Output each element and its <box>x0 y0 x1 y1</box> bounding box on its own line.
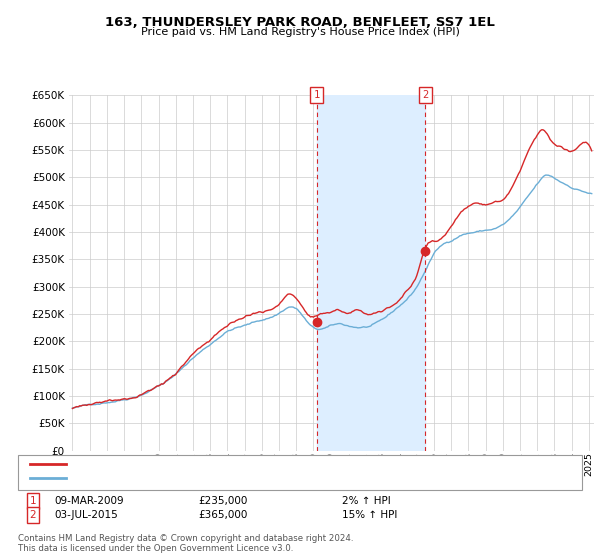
Text: 163, THUNDERSLEY PARK ROAD, BENFLEET, SS7 1EL: 163, THUNDERSLEY PARK ROAD, BENFLEET, SS… <box>105 16 495 29</box>
Text: 09-MAR-2009: 09-MAR-2009 <box>54 496 124 506</box>
Text: Contains HM Land Registry data © Crown copyright and database right 2024.: Contains HM Land Registry data © Crown c… <box>18 534 353 543</box>
Text: 1: 1 <box>29 496 37 506</box>
Text: 163, THUNDERSLEY PARK ROAD, BENFLEET, SS7 1EL (detached house): 163, THUNDERSLEY PARK ROAD, BENFLEET, SS… <box>72 459 425 469</box>
Text: 1: 1 <box>314 90 320 100</box>
Text: This data is licensed under the Open Government Licence v3.0.: This data is licensed under the Open Gov… <box>18 544 293 553</box>
Text: 2: 2 <box>29 510 37 520</box>
Text: £365,000: £365,000 <box>198 510 247 520</box>
Text: 2: 2 <box>422 90 428 100</box>
Text: 2% ↑ HPI: 2% ↑ HPI <box>342 496 391 506</box>
Text: £235,000: £235,000 <box>198 496 247 506</box>
Text: HPI: Average price, detached house, Castle Point: HPI: Average price, detached house, Cast… <box>72 473 316 483</box>
Text: 15% ↑ HPI: 15% ↑ HPI <box>342 510 397 520</box>
Text: Price paid vs. HM Land Registry's House Price Index (HPI): Price paid vs. HM Land Registry's House … <box>140 27 460 37</box>
Bar <box>317 95 425 451</box>
Text: 03-JUL-2015: 03-JUL-2015 <box>54 510 118 520</box>
